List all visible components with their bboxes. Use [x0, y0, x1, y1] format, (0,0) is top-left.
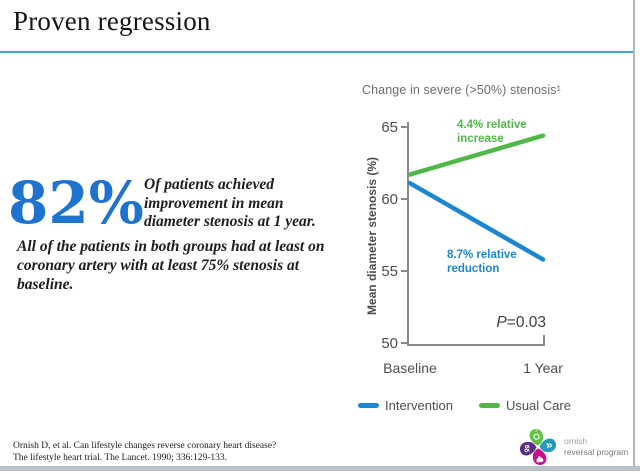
logo-petal-glyph [546, 442, 552, 449]
usual-care-annotation: 4.4% relative increase [457, 119, 527, 145]
legend-label-intervention: Intervention [385, 398, 453, 413]
title-accent-rule [0, 51, 634, 53]
y-tick-label: 60 [381, 191, 398, 208]
usual-care-line-swatch [478, 403, 500, 408]
y-tick-label: 55 [381, 263, 398, 280]
p-value-label: P=0.03 [460, 314, 546, 332]
p-symbol: P [496, 314, 507, 331]
citation-line-1: Ornish D, et al. Can lifestyle changes r… [13, 441, 277, 451]
stat-value: 82% [8, 169, 144, 237]
stenosis-line-chart: Change in severe (>50%) stenosis¹ 65 60 55… [352, 80, 637, 430]
intervention-annotation: 8.7% relative reduction [447, 249, 517, 275]
logo-pinwheel-icon [519, 428, 557, 466]
legend-label-usual-care: Usual Care [505, 398, 571, 413]
y-axis-label: Mean diameter stenosis (%) [365, 156, 379, 316]
legend-item-usual-care: Usual Care [478, 398, 571, 413]
legend-item-intervention: Intervention [358, 398, 453, 413]
chart-title: Change in severe (>50%) stenosis¹ [362, 83, 561, 97]
logo-petal-glyph [536, 455, 544, 463]
citation-line-2: The lifestyle heart trial. The Lancet. 1… [13, 453, 228, 464]
y-tick-label: 50 [381, 335, 398, 352]
logo-line-1: ornish [564, 436, 588, 447]
logo-petal [529, 428, 544, 446]
y-tick-label: 65 [381, 119, 398, 136]
stat-detail: All of the patients in both groups had a… [17, 238, 325, 293]
slide-right-border [633, 0, 635, 467]
x-tick-label-baseline: Baseline [383, 360, 437, 376]
chart-plot-area: 65 60 55 50 [381, 119, 546, 352]
citation: Ornish D, et al. Can lifestyle changes r… [13, 440, 276, 465]
page-title: Proven regression [13, 6, 211, 36]
logo-text: ornish reversal program [564, 436, 628, 457]
logo-petal [519, 441, 537, 456]
ornish-reversal-program-logo: ornish reversal program [517, 428, 628, 466]
slide-bottom-band [0, 466, 640, 471]
series-line-usual-care [407, 133, 546, 177]
chart-legend: Intervention Usual Care [358, 398, 571, 413]
series-line-intervention [407, 180, 546, 262]
logo-petal-glyph [533, 429, 540, 440]
logo-line-2: reversal program [564, 447, 629, 457]
logo-petal-glyph [524, 444, 530, 453]
p-rest: =0.03 [506, 314, 546, 331]
stat-caption: Of patients achieved improvement in mean… [144, 176, 316, 231]
x-tick-label-1year: 1 Year [523, 360, 563, 376]
intervention-line-swatch [358, 403, 379, 408]
